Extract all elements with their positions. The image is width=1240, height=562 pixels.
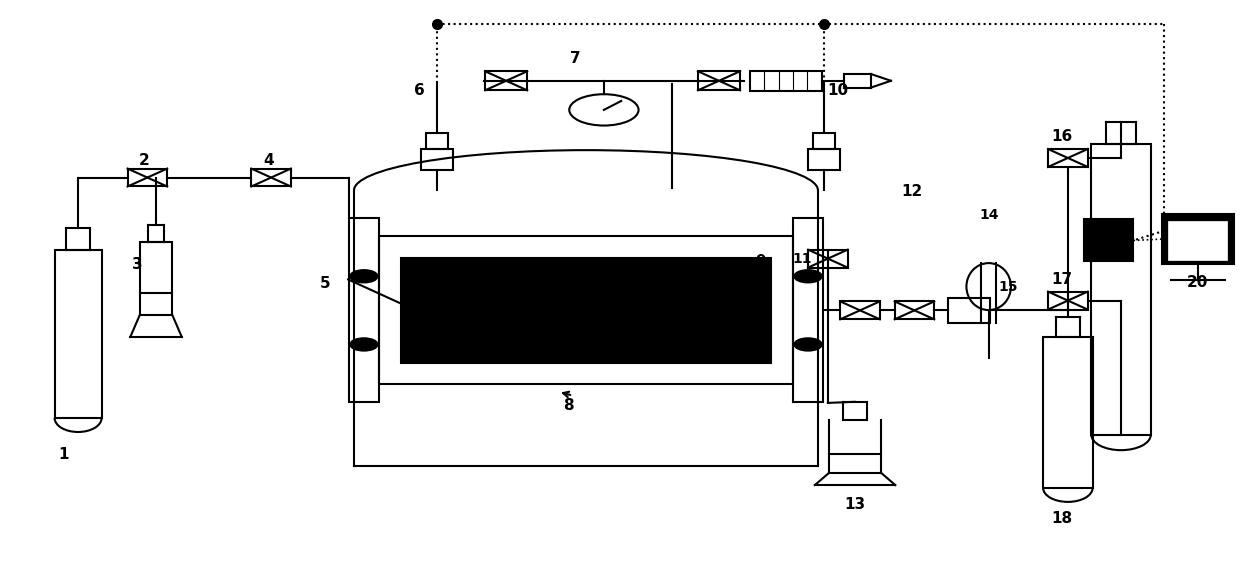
Bar	[947, 298, 990, 323]
Text: 8: 8	[563, 398, 573, 413]
Bar	[1091, 144, 1151, 435]
Bar	[420, 149, 453, 170]
Bar	[378, 236, 794, 384]
Bar	[485, 71, 527, 90]
Text: 4: 4	[263, 153, 274, 168]
Text: 17: 17	[1052, 272, 1073, 287]
Bar	[841, 301, 880, 319]
Circle shape	[350, 338, 377, 351]
Bar	[1043, 337, 1092, 488]
Text: 2: 2	[139, 153, 149, 168]
Bar	[140, 242, 172, 315]
Text: 10: 10	[827, 83, 848, 98]
Bar	[1162, 214, 1234, 264]
Bar	[1084, 220, 1133, 261]
Text: 14: 14	[978, 208, 998, 222]
Bar	[698, 71, 740, 90]
Bar	[1168, 221, 1228, 260]
Bar	[425, 133, 448, 149]
Bar	[128, 169, 167, 187]
Text: 12: 12	[901, 184, 923, 199]
Text: 11: 11	[792, 252, 812, 266]
Bar	[1048, 149, 1087, 167]
Bar	[55, 250, 102, 418]
Text: 18: 18	[1052, 511, 1073, 526]
Bar	[252, 169, 291, 187]
Text: 15: 15	[998, 279, 1018, 293]
Bar	[794, 218, 823, 402]
Text: 20: 20	[1187, 275, 1209, 289]
Bar	[895, 301, 934, 319]
Text: 3: 3	[133, 257, 143, 271]
Bar	[348, 218, 378, 402]
Text: 9: 9	[755, 254, 766, 269]
Circle shape	[350, 270, 377, 283]
Text: 16: 16	[1052, 129, 1073, 144]
Circle shape	[795, 338, 822, 351]
Circle shape	[795, 270, 822, 283]
Text: 19: 19	[1105, 243, 1126, 258]
Text: 13: 13	[844, 497, 866, 512]
Bar	[808, 250, 848, 268]
Bar	[813, 133, 836, 149]
Bar	[1048, 292, 1087, 310]
Bar	[750, 71, 822, 91]
Text: 1: 1	[58, 447, 68, 462]
Bar	[401, 257, 771, 363]
Bar	[808, 149, 841, 170]
Text: 7: 7	[570, 52, 580, 66]
Text: 6: 6	[414, 83, 425, 98]
Text: 5: 5	[320, 277, 331, 291]
